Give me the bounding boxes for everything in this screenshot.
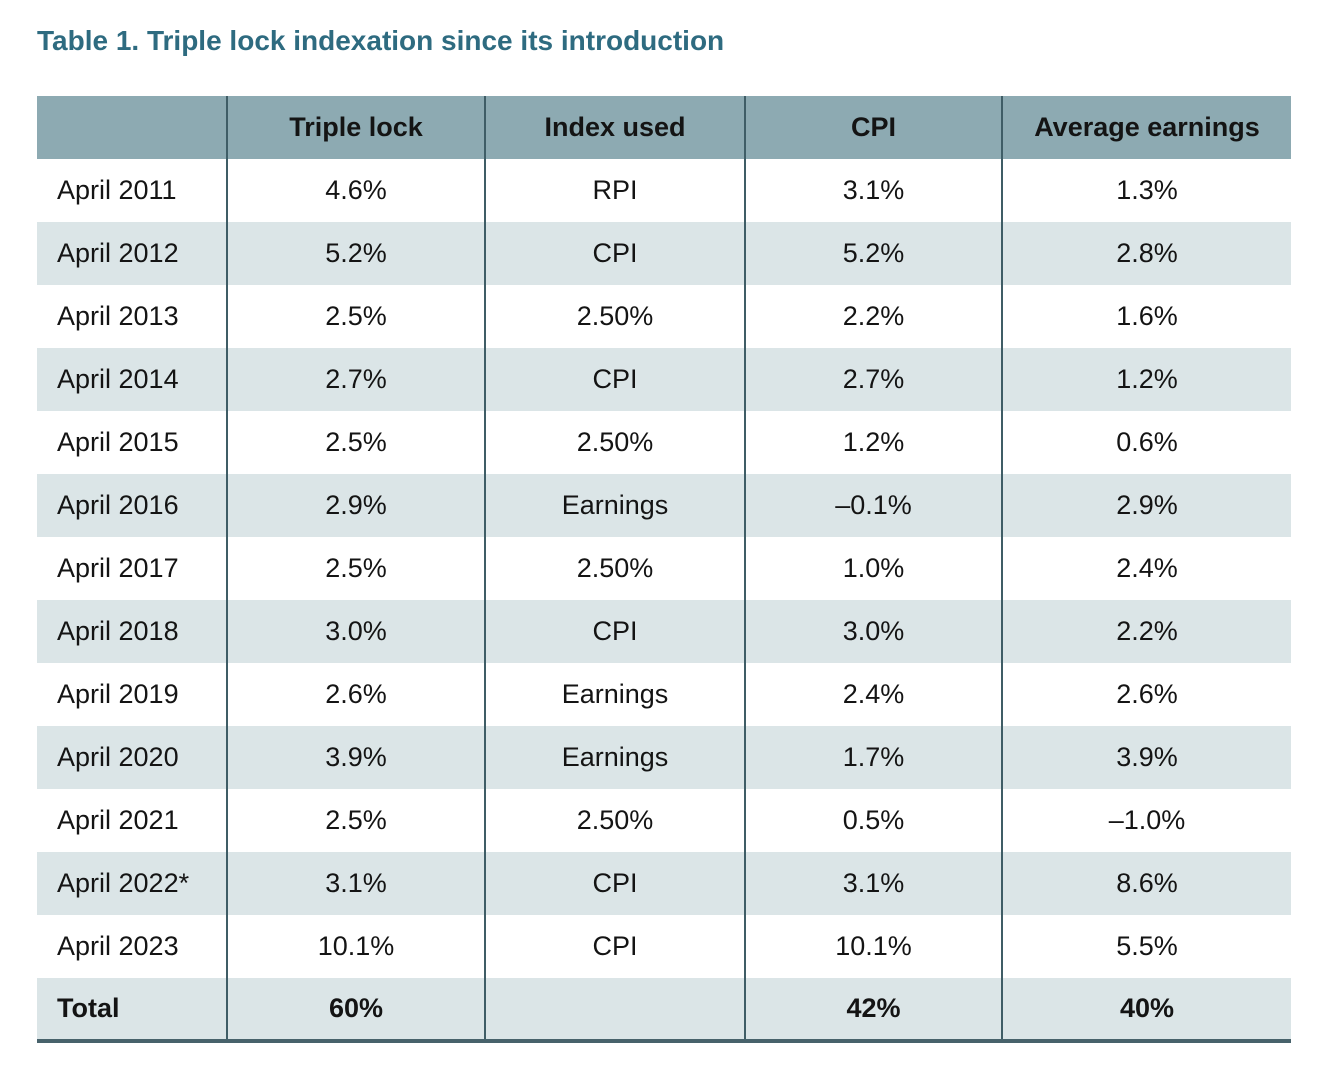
cell-cpi: 2.7% [744, 348, 1002, 411]
cell-triple-lock: 4.6% [226, 159, 485, 222]
cell-index-used: CPI [484, 222, 745, 285]
cell-average-earnings: 2.2% [1001, 600, 1291, 663]
table-row-april-2023: April 2023 10.1% CPI 10.1% 5.5% [37, 915, 1291, 978]
cell-year: April 2020 [37, 726, 227, 789]
cell-year: April 2014 [37, 348, 227, 411]
cell-cpi: 3.0% [744, 600, 1002, 663]
cell-year: April 2016 [37, 474, 227, 537]
cell-cpi: 0.5% [744, 789, 1002, 852]
cell-year: April 2011 [57, 175, 177, 205]
cell-triple-lock: 5.2% [226, 222, 485, 285]
cell-total-index-used [484, 978, 745, 1041]
cell-index-used: RPI [484, 159, 745, 222]
header-cell-triple-lock: Triple lock [226, 96, 485, 159]
table-row-total: Total 60% 42% 40% [37, 978, 1291, 1041]
cell-year: April 2012 [37, 222, 227, 285]
cell-triple-lock: 2.6% [226, 663, 485, 726]
cell-index-used: Earnings [484, 726, 745, 789]
cell-index-used: 2.50% [484, 411, 745, 474]
cell-cpi: 3.1% [744, 159, 1002, 222]
table-row-april-2013: April 2013 2.5% 2.50% 2.2% 1.6% [37, 285, 1291, 348]
cell-year: April 2017 [57, 553, 179, 583]
cell-index-used: 2.50% [484, 285, 745, 348]
cell-cpi: 2.2% [744, 285, 1002, 348]
cell-triple-lock: 3.0% [226, 600, 485, 663]
cell-index-used: CPI [484, 348, 745, 411]
table-row-april-2017: April 2017 2.5% 2.50% 1.0% 2.4% [37, 537, 1291, 600]
cell-triple-lock: 2.5% [226, 537, 485, 600]
cell-cpi: 10.1% [744, 915, 1002, 978]
cell-cpi: 5.2% [744, 222, 1002, 285]
triple-lock-table: Triple lock Index used CPI Average earni… [37, 96, 1291, 1043]
header-cell-cpi: CPI [744, 96, 1002, 159]
header-row: Triple lock Index used CPI Average earni… [37, 96, 1291, 159]
cell-average-earnings: 0.6% [1001, 411, 1291, 474]
cell-year: April 2021 [57, 805, 179, 835]
cell-index-used: CPI [484, 600, 745, 663]
cell-average-earnings: 2.8% [1001, 222, 1291, 285]
cell-cpi: 1.7% [744, 726, 1002, 789]
cell-total-average-earnings: 40% [1001, 978, 1291, 1041]
cell-index-used: CPI [484, 915, 745, 978]
cell-cpi: 1.2% [744, 411, 1002, 474]
cell-index-used: Earnings [484, 663, 745, 726]
cell-index-used: 2.50% [484, 789, 745, 852]
table-row-april-2014: April 2014 2.7% CPI 2.7% 1.2% [37, 348, 1291, 411]
cell-index-used: CPI [484, 852, 745, 915]
cell-average-earnings: 2.4% [1001, 537, 1291, 600]
header-cell-average-earnings: Average earnings [1001, 96, 1291, 159]
cell-average-earnings: 2.6% [1001, 663, 1291, 726]
table-row-april-2022: April 2022* 3.1% CPI 3.1% 8.6% [37, 852, 1291, 915]
table-row-april-2015: April 2015 2.5% 2.50% 1.2% 0.6% [37, 411, 1291, 474]
table-row-april-2019: April 2019 2.6% Earnings 2.4% 2.6% [37, 663, 1291, 726]
cell-total-triple-lock: 60% [226, 978, 485, 1041]
cell-triple-lock: 2.5% [226, 789, 485, 852]
cell-year: April 2013 [57, 301, 179, 331]
cell-triple-lock: 2.9% [226, 474, 485, 537]
table-row-april-2021: April 2021 2.5% 2.50% 0.5% –1.0% [37, 789, 1291, 852]
cell-year: April 2019 [57, 679, 179, 709]
header-cell-year [37, 96, 227, 159]
header-cell-index-used: Index used [484, 96, 745, 159]
cell-average-earnings: 5.5% [1001, 915, 1291, 978]
cell-triple-lock: 3.9% [226, 726, 485, 789]
cell-year: April 2022* [37, 852, 227, 915]
cell-year: April 2015 [57, 427, 179, 457]
cell-triple-lock: 3.1% [226, 852, 485, 915]
table-row-april-2016: April 2016 2.9% Earnings –0.1% 2.9% [37, 474, 1291, 537]
cell-cpi: 1.0% [744, 537, 1002, 600]
table-row-april-2020: April 2020 3.9% Earnings 1.7% 3.9% [37, 726, 1291, 789]
cell-triple-lock: 10.1% [226, 915, 485, 978]
cell-cpi: –0.1% [744, 474, 1002, 537]
cell-average-earnings: 1.2% [1001, 348, 1291, 411]
table-row-april-2012: April 2012 5.2% CPI 5.2% 2.8% [37, 222, 1291, 285]
cell-average-earnings: 2.9% [1001, 474, 1291, 537]
cell-triple-lock: 2.5% [226, 411, 485, 474]
table-title: Table 1. Triple lock indexation since it… [37, 25, 725, 56]
cell-cpi: 3.1% [744, 852, 1002, 915]
cell-triple-lock: 2.7% [226, 348, 485, 411]
table-row-april-2018: April 2018 3.0% CPI 3.0% 2.2% [37, 600, 1291, 663]
cell-index-used: 2.50% [484, 537, 745, 600]
cell-total-cpi: 42% [744, 978, 1002, 1041]
cell-average-earnings: 1.6% [1001, 285, 1291, 348]
cell-year: April 2023 [57, 931, 179, 961]
cell-average-earnings: 1.3% [1001, 159, 1291, 222]
cell-triple-lock: 2.5% [226, 285, 485, 348]
cell-average-earnings: –1.0% [1001, 789, 1291, 852]
table-row-april-2011: April 2011 4.6% RPI 3.1% 1.3% [37, 159, 1291, 222]
cell-year: April 2018 [37, 600, 227, 663]
cell-index-used: Earnings [484, 474, 745, 537]
cell-average-earnings: 8.6% [1001, 852, 1291, 915]
cell-total-label: Total [37, 978, 227, 1041]
cell-average-earnings: 3.9% [1001, 726, 1291, 789]
cell-cpi: 2.4% [744, 663, 1002, 726]
